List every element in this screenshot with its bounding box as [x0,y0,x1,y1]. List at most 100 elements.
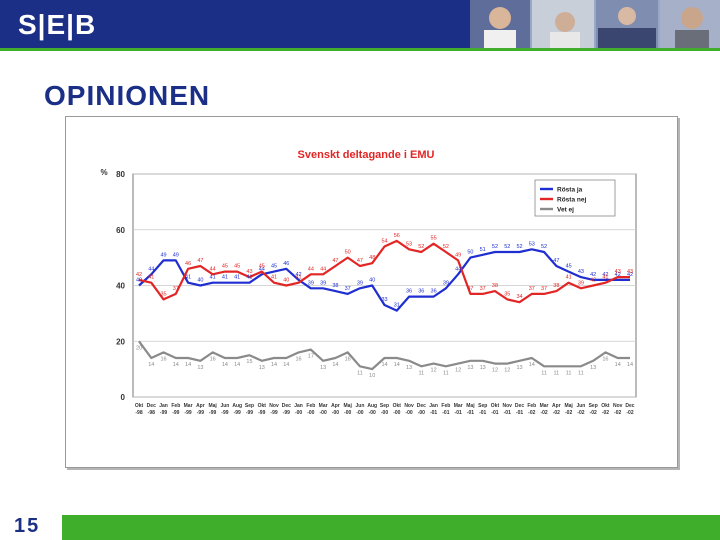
data-label: 12 [431,368,437,374]
data-label: 53 [406,241,412,247]
header-accent-line [0,48,720,51]
data-label: 14 [173,362,179,368]
data-label: 13 [320,365,326,371]
x-tick-label: -00 [332,410,339,416]
data-label: 40 [590,278,596,284]
x-tick-label: -00 [381,410,388,416]
data-label: 40 [369,278,375,284]
x-tick-label: -00 [369,410,376,416]
x-tick-label: Sep [589,403,598,409]
data-label: 14 [283,362,289,368]
y-tick-label: 40 [116,282,125,291]
data-label: 44 [320,266,326,272]
data-label: 35 [160,291,166,297]
chart-frame: Svenskt deltagande i EMU % 0 20 40 60 80 Okt… [65,116,678,468]
x-tick-label: Maj [344,403,353,409]
x-tick-label: Maj [466,403,475,409]
data-label: 49 [160,252,166,258]
data-label: 12 [492,368,498,374]
x-tick-label: Okt [491,403,500,409]
data-label: 49 [173,252,179,258]
x-tick-label: Apr [196,403,205,409]
data-label: 16 [210,356,216,362]
data-label: 37 [173,286,179,292]
data-label: 14 [185,362,191,368]
data-label: 11 [578,370,584,376]
data-label: 55 [431,236,437,242]
x-tick-label: Dec [147,403,156,409]
x-tick-label: Feb [441,403,450,409]
data-label: 37 [345,286,351,292]
x-tick-label: Okt [135,403,144,409]
x-tick-label: Jun [356,403,365,409]
data-label: 47 [197,258,203,264]
data-label: 39 [357,280,363,286]
footer-bar [0,515,720,540]
x-tick-label: -99 [234,410,241,416]
x-tick-label: Dec [417,403,426,409]
data-label: 13 [406,365,412,371]
x-tick-label: -99 [283,410,290,416]
data-label: 20 [136,345,142,351]
data-label: 45 [259,264,265,270]
data-label: 52 [443,244,449,250]
x-tick-label: Feb [306,403,315,409]
y-tick-label: 20 [116,337,125,346]
x-tick-label: -02 [540,410,547,416]
data-label: 42 [602,272,608,278]
data-label: 37 [529,286,535,292]
series-line [138,248,630,312]
x-tick-label: -98 [148,410,155,416]
data-label: 41 [246,275,252,281]
data-label: 40 [136,278,142,284]
data-label: 42 [590,272,596,278]
slide-title: OPINIONEN [44,80,211,111]
data-label: 31 [394,303,400,309]
x-tick-label: -02 [626,410,633,416]
data-label: 37 [480,286,486,292]
data-label: 14 [529,362,535,368]
data-label: 40 [283,278,289,284]
data-label: 41 [602,275,608,281]
data-label: 50 [467,250,473,256]
x-tick-label: -02 [528,410,535,416]
data-label: 37 [541,286,547,292]
x-tick-label: Okt [601,403,610,409]
data-label: 43 [246,269,252,275]
series-line [138,239,630,304]
data-label: 43 [627,269,633,275]
x-tick-label: Mar [184,403,193,409]
x-tick-label: Dec [515,403,524,409]
data-label: 42 [136,272,142,278]
data-label: 13 [197,365,203,371]
x-tick-label: Aug [367,403,377,409]
data-label: 38 [332,283,338,289]
legend-label: Rösta ja [557,187,583,194]
data-label: 14 [394,362,400,368]
x-tick-label: Jun [220,403,229,409]
data-label: 39 [308,280,314,286]
data-label: 45 [566,264,572,270]
data-label: 12 [455,368,461,374]
data-label: 17 [308,354,314,360]
x-tick-label: -00 [405,410,412,416]
x-tick-label: -02 [590,410,597,416]
seb-logo: S|E|B [18,9,97,40]
x-tick-label: Apr [331,403,340,409]
data-label: 11 [418,370,424,376]
data-label: 38 [492,283,498,289]
data-label: 16 [345,356,351,362]
data-label: 11 [541,370,547,376]
x-tick-label: Maj [564,403,573,409]
x-tick-label: Feb [527,403,536,409]
x-tick-label: -02 [553,410,560,416]
x-tick-label: -01 [516,410,523,416]
x-tick-label: Mar [454,403,463,409]
data-label: 41 [210,275,216,281]
data-label: 52 [516,244,522,250]
x-tick-label: Mar [540,403,549,409]
line-chart: Svenskt deltagande i EMU % 0 20 40 60 80 Okt… [100,149,637,416]
x-tick-label: Mar [319,403,328,409]
data-label: 44 [308,266,314,272]
x-tick-label: -99 [209,410,216,416]
